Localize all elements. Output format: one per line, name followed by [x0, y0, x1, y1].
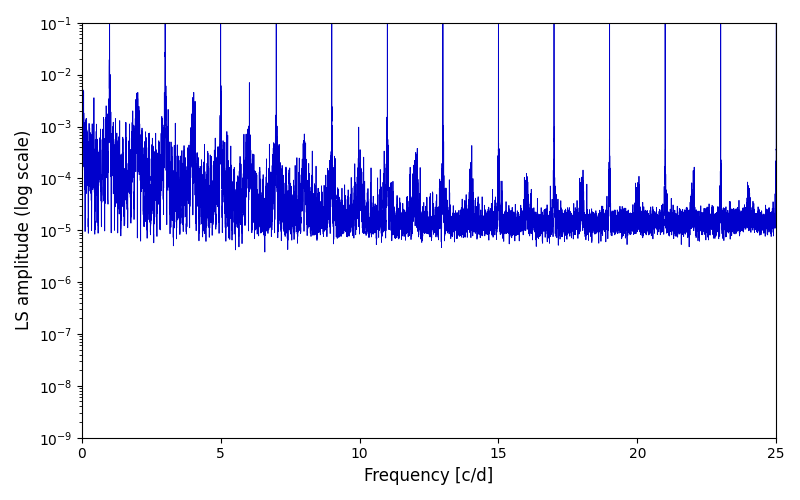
Y-axis label: LS amplitude (log scale): LS amplitude (log scale)	[15, 130, 33, 330]
X-axis label: Frequency [c/d]: Frequency [c/d]	[364, 467, 494, 485]
